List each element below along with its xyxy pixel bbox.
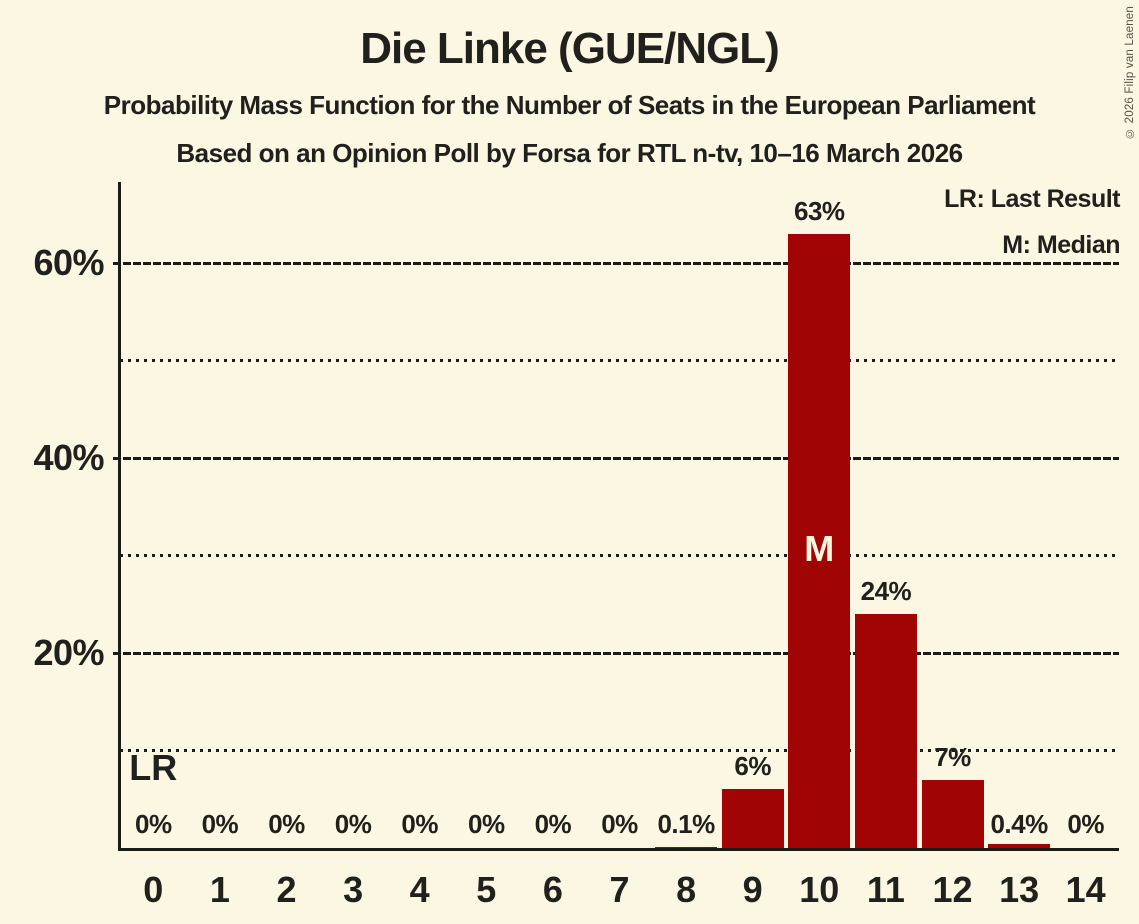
- y-tick-label-20: 20%: [33, 632, 104, 673]
- bar-9: [721, 789, 784, 848]
- bar-12: [921, 780, 984, 848]
- bar-10: [788, 234, 851, 848]
- bar-value-label-14: 0%: [1067, 809, 1104, 839]
- legend-median: M: Median: [1002, 231, 1120, 259]
- x-tick-label-4: 4: [409, 869, 430, 910]
- x-tick-label-5: 5: [476, 869, 497, 910]
- bar-value-label-7: 0%: [601, 809, 638, 839]
- bar-value-label-1: 0%: [201, 809, 239, 839]
- bar-value-label-9: 6%: [734, 751, 771, 781]
- bar-value-label-8: 0.1%: [657, 809, 715, 839]
- bar-value-label-5: 0%: [468, 809, 505, 839]
- bar-value-label-6: 0%: [534, 809, 572, 839]
- gridline-dotted-10: [120, 749, 1119, 752]
- chart-subtitle: Probability Mass Function for the Number…: [103, 90, 1036, 120]
- bar-13: [988, 844, 1051, 848]
- x-tick-label-1: 1: [209, 869, 230, 910]
- x-tick-label-9: 9: [742, 869, 763, 910]
- x-tick-label-10: 10: [799, 869, 840, 910]
- bar-value-label-13: 0.4%: [990, 809, 1048, 839]
- bar-value-label-3: 0%: [334, 809, 372, 839]
- bar-value-label-10: 63%: [794, 196, 845, 226]
- legend-last-result: LR: Last Result: [944, 185, 1120, 213]
- gridline-dotted-30: [120, 554, 1119, 557]
- x-tick-label-14: 14: [1065, 869, 1106, 910]
- gridline-solid-60: [113, 261, 1119, 265]
- bar-value-label-12: 7%: [934, 742, 971, 772]
- median-marker-label: M: [804, 528, 835, 569]
- bar-11: [854, 614, 917, 848]
- chart-source-line: Based on an Opinion Poll by Forsa for RT…: [176, 138, 963, 168]
- bar-value-label-0: 0%: [135, 809, 172, 839]
- copyright-notice: © 2026 Filip van Laenen: [1124, 6, 1136, 139]
- bar-value-label-4: 0%: [401, 809, 438, 839]
- bar-value-label-11: 24%: [860, 576, 912, 606]
- y-axis-line: [118, 182, 121, 851]
- gridline-solid-20: [113, 651, 1119, 655]
- last-result-marker-label: LR: [129, 747, 178, 788]
- gridline-solid-40: [113, 456, 1119, 460]
- bar-8: [655, 847, 718, 848]
- x-tick-label-12: 12: [932, 869, 973, 910]
- chart-legend: LR: Last Result M: Median: [944, 187, 1120, 279]
- x-tick-label-11: 11: [866, 869, 905, 910]
- x-tick-label-7: 7: [609, 869, 630, 910]
- x-tick-label-13: 13: [999, 869, 1040, 910]
- x-axis-line: [120, 848, 1119, 851]
- gridline-dotted-50: [120, 359, 1119, 362]
- y-tick-label-40: 40%: [33, 437, 104, 478]
- x-tick-label-3: 3: [343, 869, 364, 910]
- y-tick-label-60: 60%: [33, 242, 104, 283]
- x-tick-label-6: 6: [542, 869, 563, 910]
- chart-title: Die Linke (GUE/NGL): [360, 24, 780, 73]
- x-tick-label-0: 0: [143, 869, 164, 910]
- bar-value-label-2: 0%: [268, 809, 305, 839]
- x-tick-label-8: 8: [676, 869, 697, 910]
- x-tick-label-2: 2: [276, 869, 297, 910]
